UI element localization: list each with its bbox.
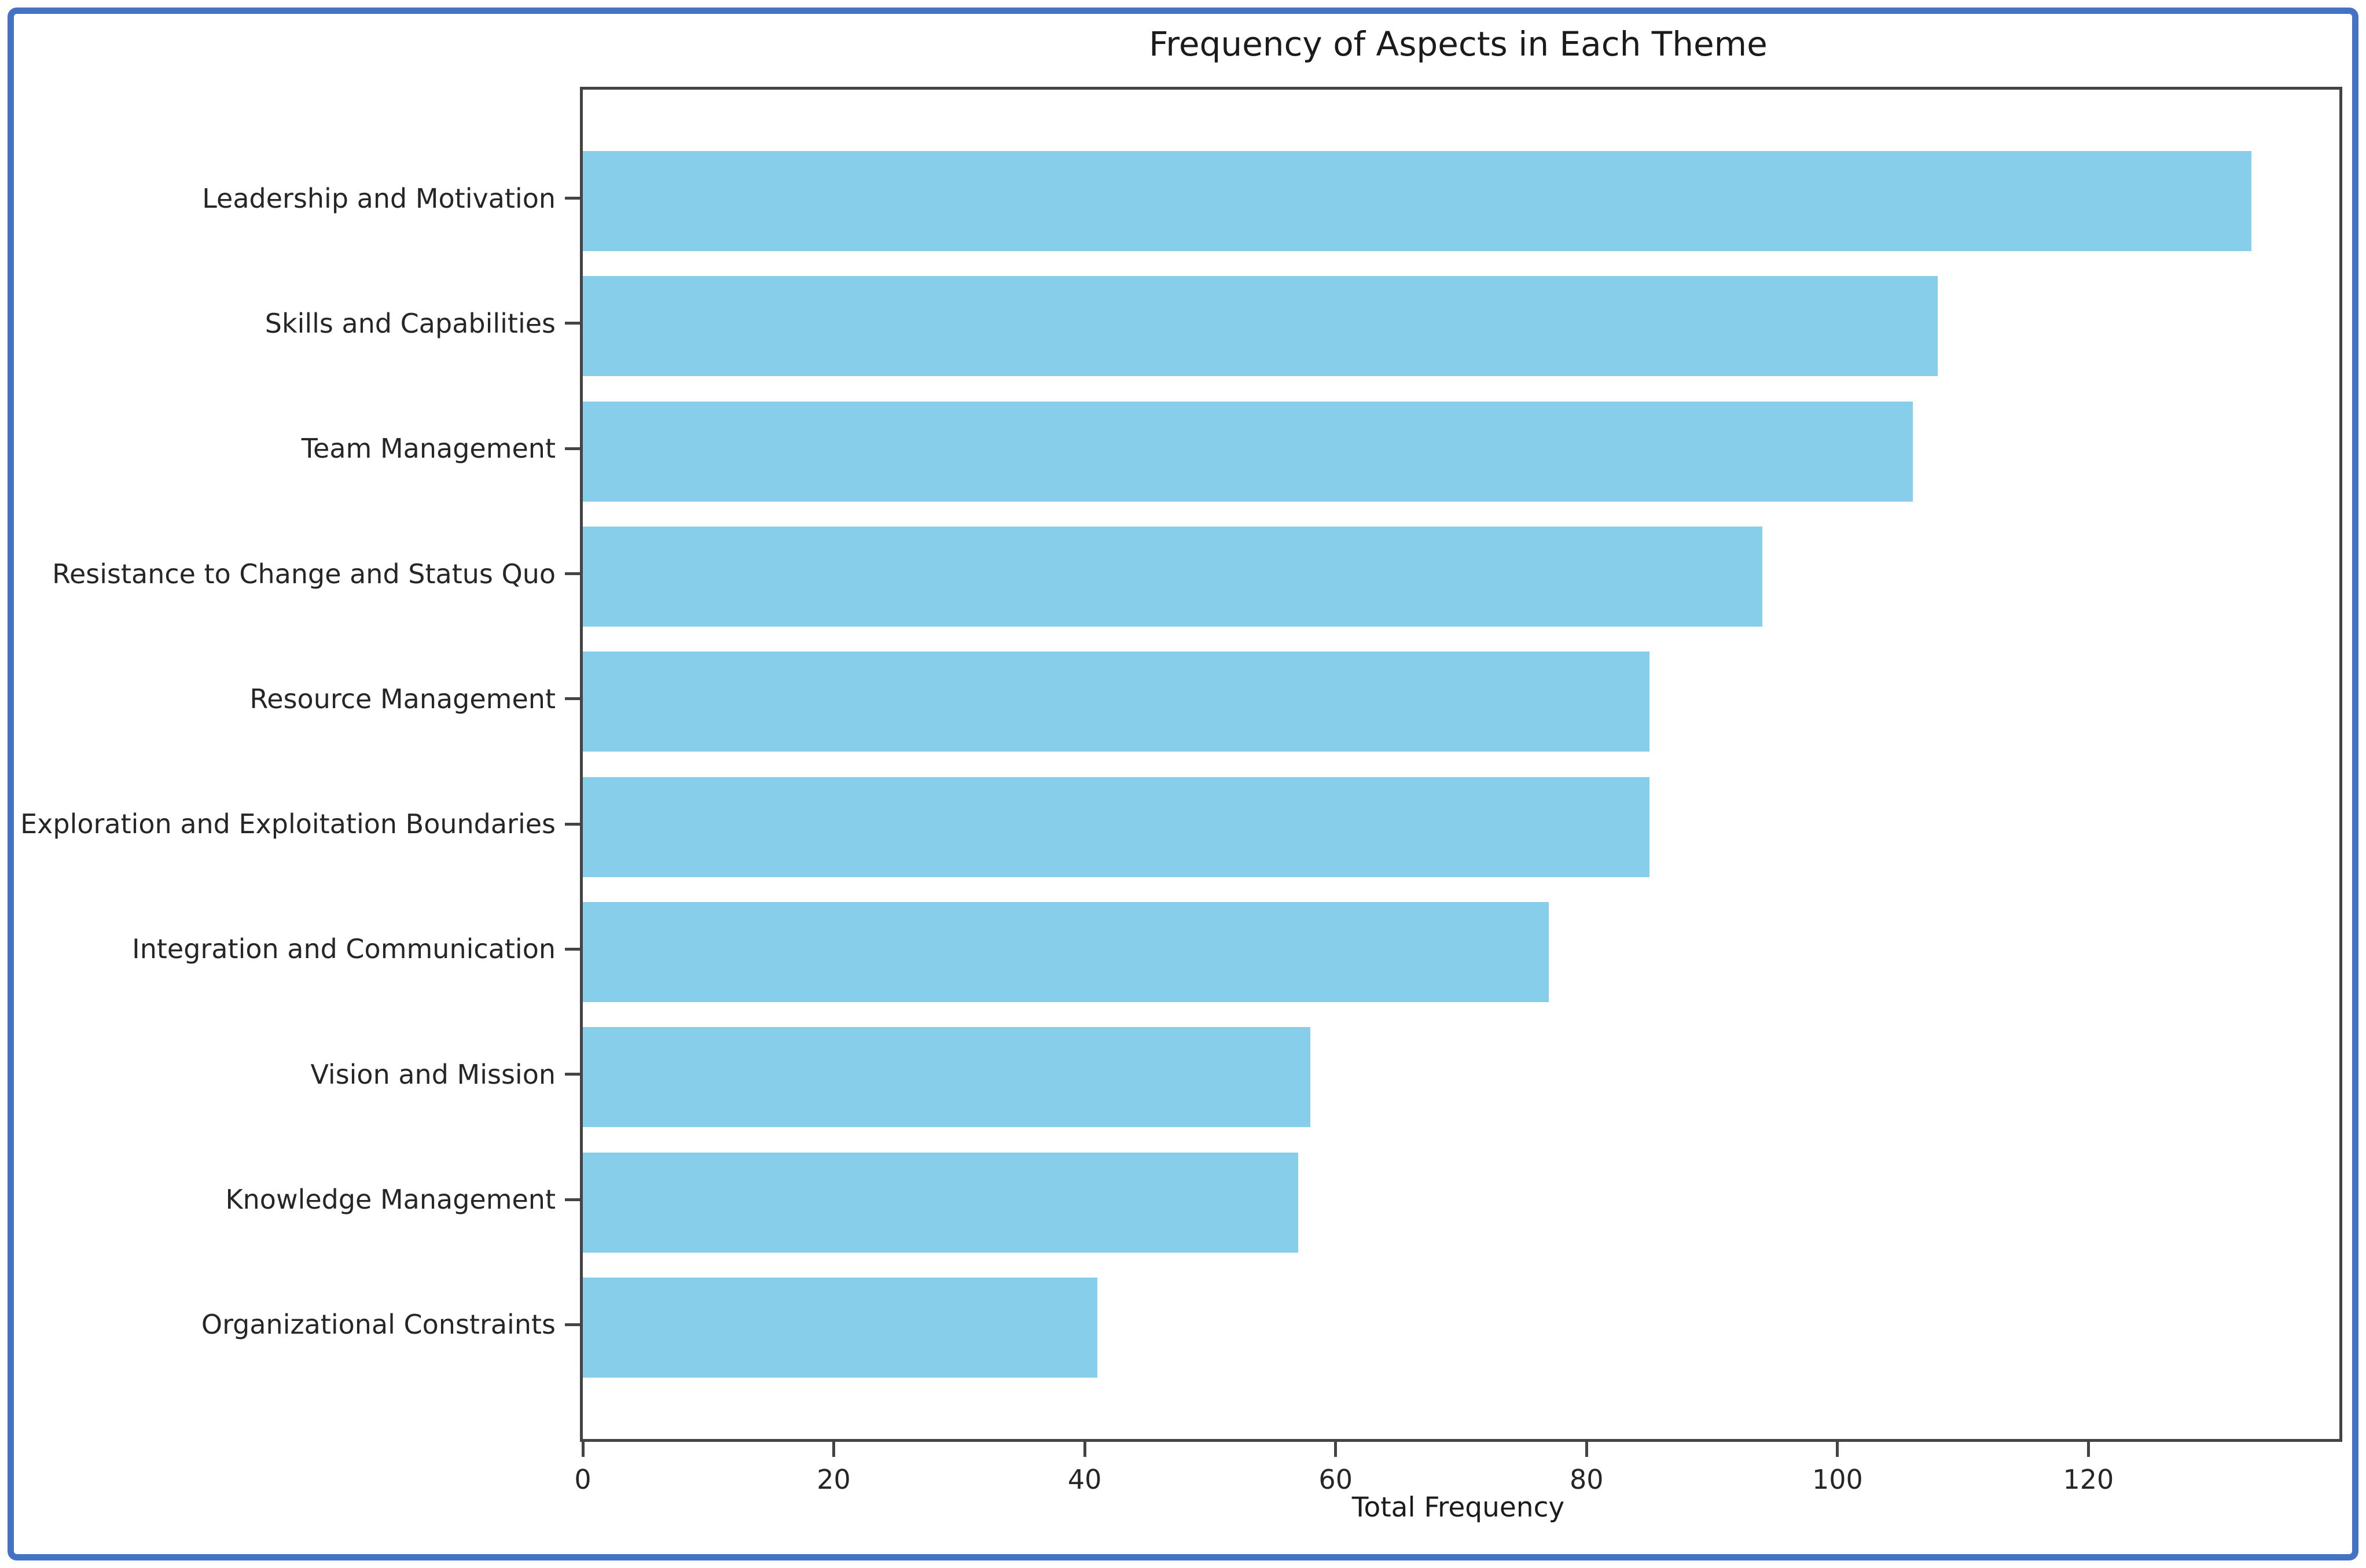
- y-tick-label: Exploration and Exploitation Boundaries: [20, 808, 556, 840]
- x-tick-mark: [581, 1442, 585, 1457]
- x-tick-mark: [832, 1442, 836, 1457]
- bar: [583, 151, 2252, 252]
- y-tick-mark: [565, 697, 580, 701]
- plot-area: [580, 87, 2342, 1442]
- x-tick-label: 0: [574, 1464, 592, 1495]
- bar: [583, 776, 1649, 877]
- x-tick-label: 20: [817, 1464, 851, 1495]
- y-tick-label: Organizational Constraints: [201, 1309, 556, 1341]
- y-tick-mark: [565, 1073, 580, 1076]
- y-tick-mark: [565, 822, 580, 826]
- bar: [583, 652, 1649, 752]
- y-tick-label: Resource Management: [249, 683, 556, 715]
- chart-title: Frequency of Aspects in Each Theme: [1149, 24, 1768, 64]
- y-tick-label: Skills and Capabilities: [264, 307, 556, 339]
- y-tick-mark: [565, 572, 580, 575]
- x-tick-label: 100: [1812, 1464, 1863, 1495]
- y-tick-label: Team Management: [301, 433, 556, 465]
- bar: [583, 1027, 1311, 1128]
- bar: [583, 1277, 1097, 1378]
- x-tick-mark: [1083, 1442, 1086, 1457]
- y-tick-mark: [565, 947, 580, 951]
- y-tick-label: Knowledge Management: [225, 1184, 556, 1216]
- y-tick-mark: [565, 1323, 580, 1326]
- y-tick-mark: [565, 447, 580, 450]
- bar: [583, 401, 1913, 502]
- y-tick-label: Resistance to Change and Status Quo: [52, 558, 556, 590]
- x-tick-mark: [2086, 1442, 2090, 1457]
- bar: [583, 526, 1762, 627]
- x-tick-label: 120: [2063, 1464, 2114, 1495]
- bar: [583, 1152, 1298, 1253]
- x-tick-label: 40: [1067, 1464, 1102, 1495]
- y-tick-label: Vision and Mission: [310, 1058, 556, 1090]
- y-tick-label: Leadership and Motivation: [202, 182, 556, 214]
- x-tick-mark: [1334, 1442, 1338, 1457]
- y-tick-label: Integration and Communication: [132, 933, 556, 965]
- x-tick-label: 60: [1318, 1464, 1353, 1495]
- x-tick-mark: [1585, 1442, 1588, 1457]
- x-tick-mark: [1836, 1442, 1839, 1457]
- bar: [583, 901, 1549, 1002]
- x-tick-label: 80: [1570, 1464, 1604, 1495]
- x-axis-label: Total Frequency: [1351, 1492, 1565, 1523]
- y-tick-mark: [565, 1198, 580, 1201]
- y-tick-mark: [565, 322, 580, 325]
- bar: [583, 276, 1938, 377]
- y-tick-mark: [565, 197, 580, 200]
